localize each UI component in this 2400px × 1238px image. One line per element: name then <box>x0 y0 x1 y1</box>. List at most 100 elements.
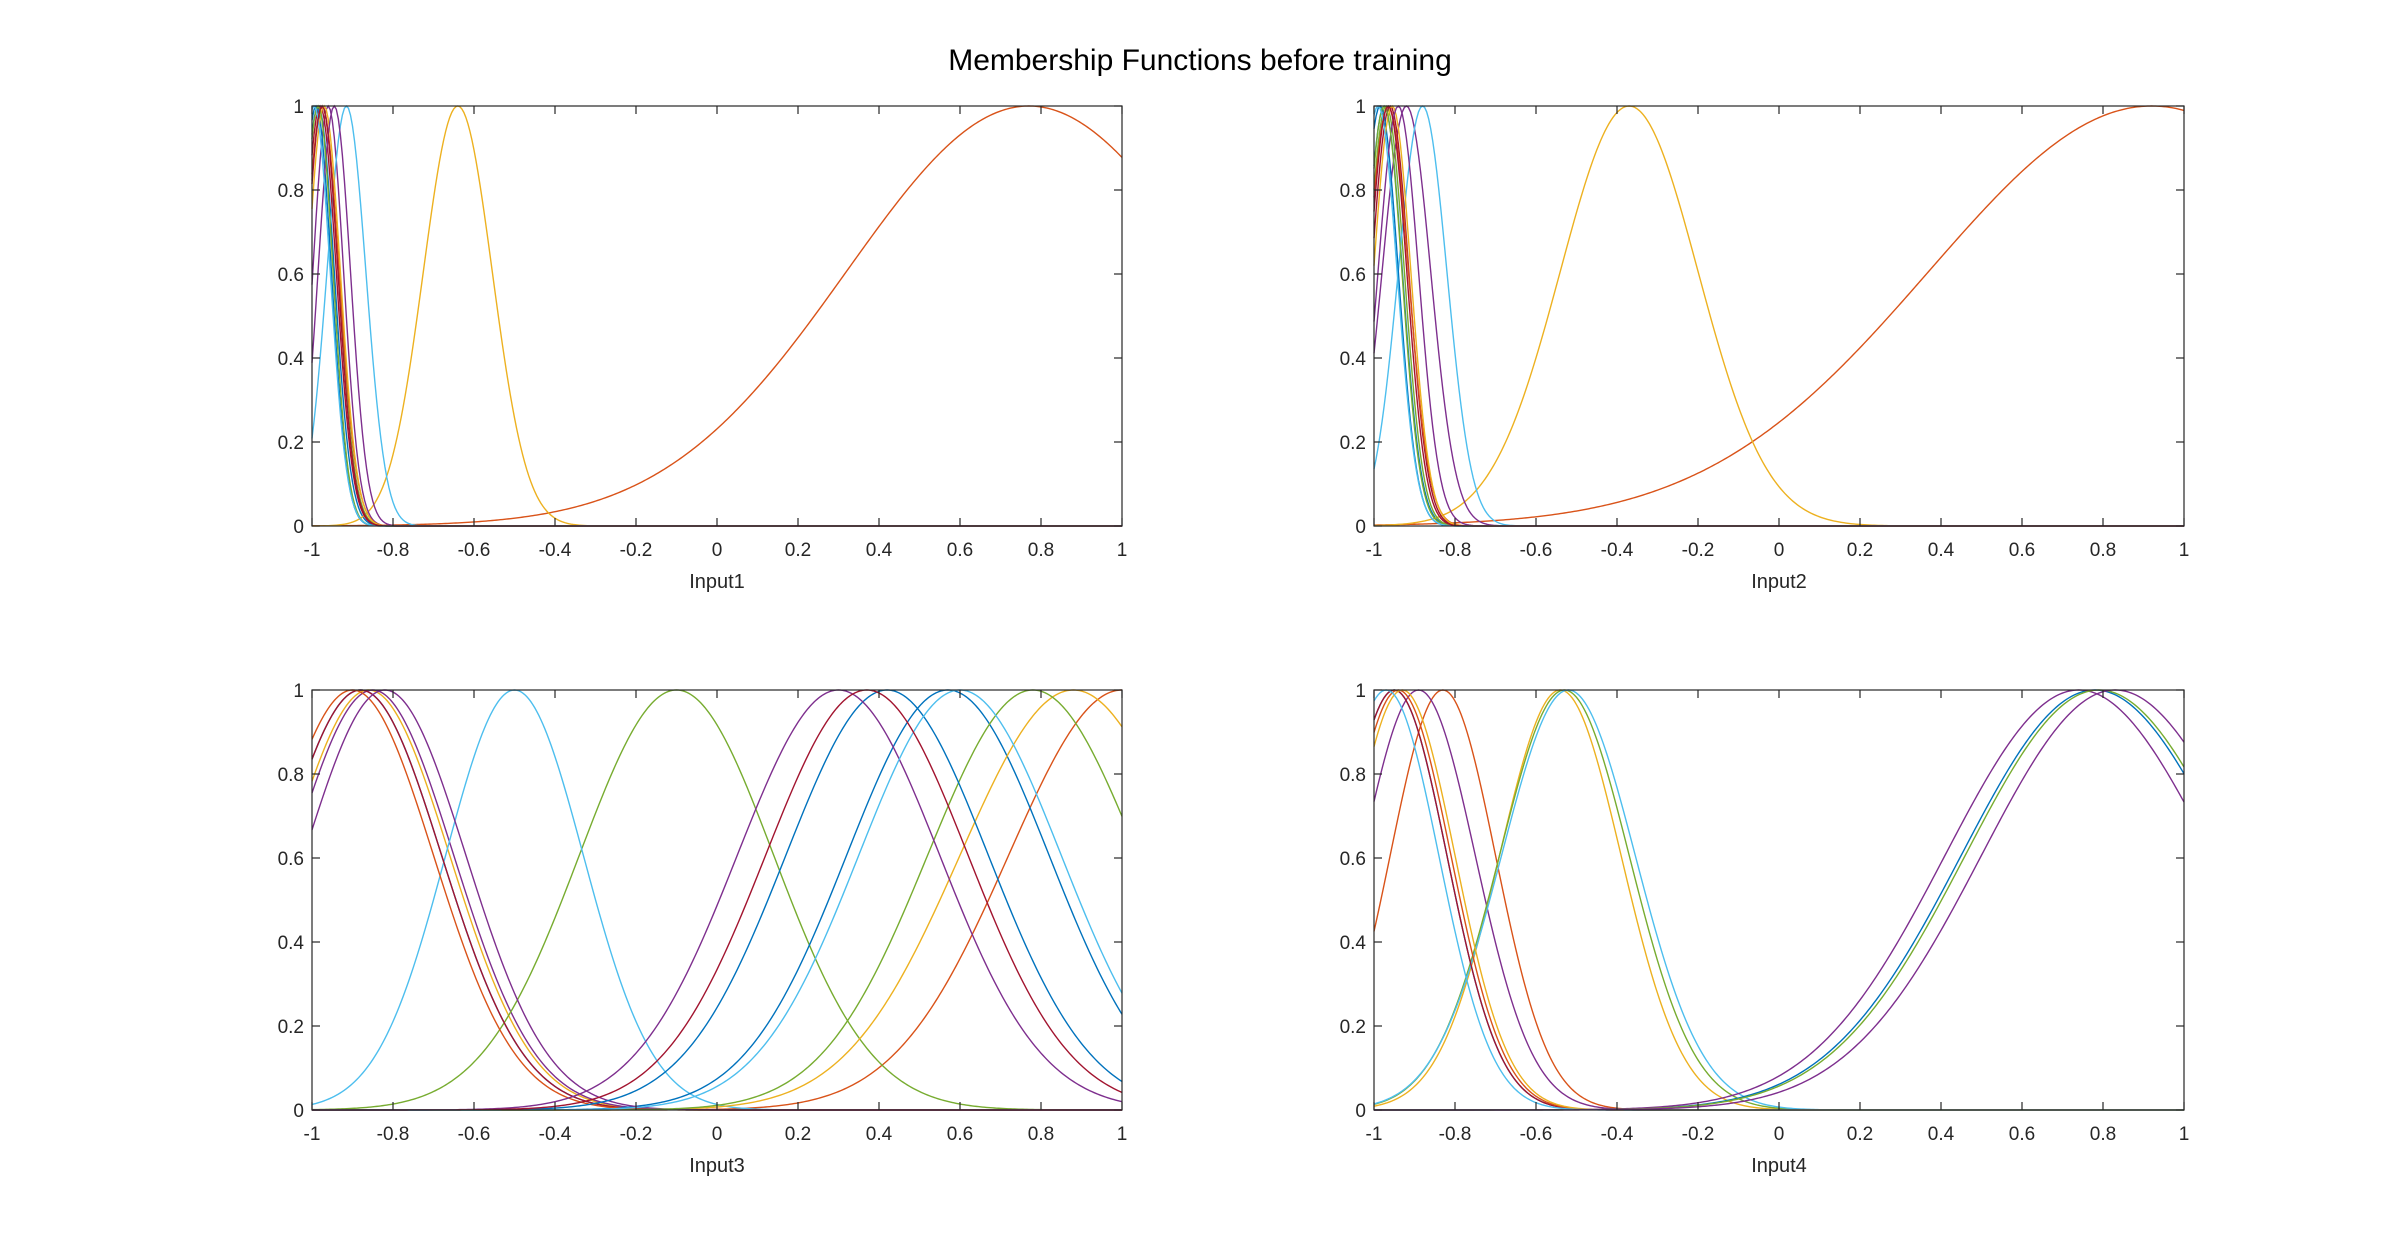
x-tick-label: -1 <box>1366 540 1383 561</box>
x-tick-label: -0.6 <box>1520 1124 1553 1145</box>
y-tick-label: 1 <box>293 97 304 118</box>
x-tick-label: -1 <box>1366 1124 1383 1145</box>
x-tick-label: 0 <box>712 540 723 561</box>
mf-curve-14 <box>1374 689 2185 1111</box>
mf-curve-7 <box>1373 689 2184 1111</box>
mf-curve-5 <box>311 104 1122 527</box>
y-tick-label: 0 <box>1355 1101 1366 1122</box>
subplot-2: -1 -0.8 -0.6 -0.4 -0.2 0 0.2 0.4 0.6 0.8 1 0 0.2 0.4 0… <box>1340 97 2190 593</box>
x-tick-label: 0.2 <box>785 540 811 561</box>
y-tick-label: 1 <box>1355 681 1366 702</box>
y-tick-label: 0.8 <box>1340 181 1366 202</box>
mf-curve-11 <box>311 104 1122 527</box>
x-tick-label: 0.6 <box>947 540 973 561</box>
mf-curve-11 <box>1374 689 2185 1111</box>
y-tick-label: 0.6 <box>278 849 304 870</box>
x-tick-label: -0.8 <box>377 540 410 561</box>
y-tick-label: 0.6 <box>278 265 304 286</box>
y-tick-label: 1 <box>293 681 304 702</box>
mf-curve-10 <box>311 104 1122 527</box>
y-tick-label: 0.6 <box>1340 265 1366 286</box>
y-tick-label: 0.4 <box>278 349 305 370</box>
x-tick-label: 0.8 <box>2090 540 2116 561</box>
mf-curve-5 <box>311 689 1122 1111</box>
x-tick-label: 0.6 <box>2009 1124 2035 1145</box>
y-tick-label: 0 <box>293 517 304 538</box>
mf-curve-13 <box>311 104 1122 527</box>
x-tick-label: -0.8 <box>1439 540 1472 561</box>
x-tick-label: 0.8 <box>2090 1124 2116 1145</box>
x-tick-label: -0.6 <box>458 1124 491 1145</box>
mf-curve-6 <box>1373 689 2184 1111</box>
mf-curve-2 <box>1373 105 2185 526</box>
x-tick-label: 1 <box>1117 540 1128 561</box>
y-tick-label: 0.2 <box>1340 433 1366 454</box>
x-tick-label: -0.4 <box>1601 1124 1634 1145</box>
y-tick-label: 0.6 <box>1340 849 1366 870</box>
x-tick-label: -0.6 <box>458 540 491 561</box>
series-group <box>1373 104 2185 527</box>
x-tick-label: 0.4 <box>1928 540 1955 561</box>
x-tick-label: 0 <box>1774 540 1785 561</box>
y-tick-label: 0.8 <box>278 765 304 786</box>
mf-curve-1 <box>311 104 1122 527</box>
x-axis-label: Input3 <box>689 1155 745 1177</box>
x-tick-label: 0.8 <box>1028 1124 1054 1145</box>
mf-curve-8 <box>1374 689 2185 1111</box>
x-tick-label: -0.2 <box>620 1124 653 1145</box>
x-tick-label: 1 <box>2179 1124 2190 1145</box>
x-tick-label: -0.4 <box>1601 540 1634 561</box>
x-axis-label: Input1 <box>689 571 745 593</box>
mf-curve-3 <box>1373 105 2184 527</box>
x-tick-label: 0 <box>712 1124 723 1145</box>
mf-curve-3 <box>311 105 1122 527</box>
x-tick-label: -0.2 <box>1682 1124 1715 1145</box>
x-tick-label: -1 <box>304 1124 321 1145</box>
x-tick-label: -0.2 <box>1682 540 1715 561</box>
mf-curve-5 <box>1373 689 2184 1111</box>
axes-box <box>1373 689 2185 1111</box>
x-tick-label: 0.2 <box>1847 1124 1873 1145</box>
x-tick-label: -1 <box>304 540 321 561</box>
y-tick-label: 0.8 <box>278 181 304 202</box>
x-tick-label: -0.2 <box>620 540 653 561</box>
y-tick-label: 0.2 <box>278 433 304 454</box>
x-tick-label: -0.6 <box>1520 540 1553 561</box>
mf-curve-6 <box>311 689 1122 1111</box>
subplot-1: -1 -0.8 -0.6 -0.4 -0.2 0 0.2 0.4 0.6 0.8 1 0 0.2 0.4 0… <box>278 97 1128 593</box>
mf-curve-6 <box>311 104 1122 527</box>
mf-curve-12 <box>311 104 1122 527</box>
y-tick-label: 0 <box>1355 517 1366 538</box>
x-tick-label: 0.2 <box>1847 540 1873 561</box>
x-axis-label: Input2 <box>1751 571 1807 593</box>
x-tick-label: -0.4 <box>539 540 572 561</box>
x-tick-label: 1 <box>1117 1124 1128 1145</box>
mf-curve-1 <box>1373 689 2184 1111</box>
x-tick-label: 1 <box>2179 540 2190 561</box>
subplot-4: -1 -0.8 -0.6 -0.4 -0.2 0 0.2 0.4 0.6 0.8 1 0 0.2 0.4 0… <box>1340 681 2190 1177</box>
mf-curve-7 <box>311 104 1122 527</box>
x-tick-label: 0.8 <box>1028 540 1054 561</box>
y-tick-label: 0.2 <box>1340 1017 1366 1038</box>
mf-curve-4 <box>311 104 1122 527</box>
series-group <box>311 104 1123 527</box>
mf-curve-2 <box>1373 689 2184 1111</box>
y-tick-label: 0.8 <box>1340 765 1366 786</box>
y-tick-label: 0 <box>293 1101 304 1122</box>
x-tick-label: 0.4 <box>1928 1124 1955 1145</box>
series-group <box>1373 689 2185 1111</box>
mf-curve-10 <box>1373 689 2184 1111</box>
mf-curve-8 <box>311 104 1122 527</box>
mf-curve-13 <box>1373 689 2184 1111</box>
mf-curve-12 <box>1374 689 2185 1111</box>
x-tick-label: -0.8 <box>377 1124 410 1145</box>
mf-curve-9 <box>1373 689 2184 1111</box>
y-tick-label: 0.2 <box>278 1017 304 1038</box>
mf-curve-14 <box>311 104 1122 527</box>
x-tick-label: 0.4 <box>866 540 893 561</box>
mf-curve-9 <box>311 104 1122 527</box>
x-tick-label: -0.4 <box>539 1124 572 1145</box>
y-tick-label: 0.4 <box>1340 933 1367 954</box>
